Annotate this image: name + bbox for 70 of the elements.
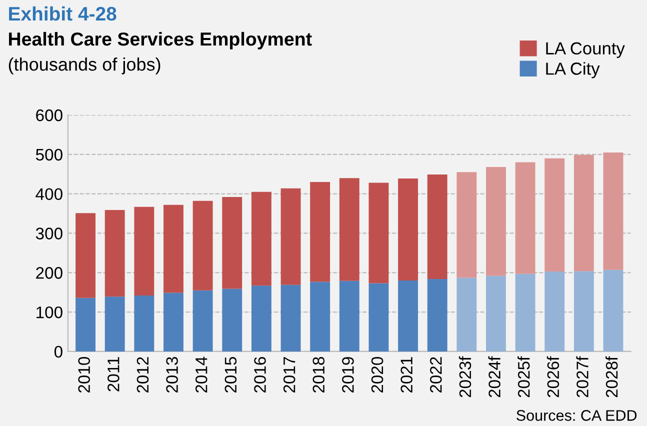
- y-tick-label: 500: [36, 148, 62, 161]
- source-note: Sources: CA EDD: [516, 410, 637, 421]
- x-tick-label: 2018: [312, 357, 325, 393]
- x-tick-label: 2022: [430, 357, 442, 393]
- text: (thousands of jobs): [8, 58, 160, 74]
- bar: [164, 204, 184, 293]
- bar: [486, 276, 506, 352]
- bar: [574, 154, 594, 272]
- y-tick-label: 300: [36, 228, 62, 240]
- bar: [134, 206, 154, 296]
- x-tick-label: 2026f: [546, 356, 560, 398]
- bar: [515, 162, 536, 274]
- x-tick-label: 2020: [371, 356, 384, 393]
- legend-label: LA County: [546, 42, 625, 58]
- bar: [251, 286, 272, 352]
- bar: [164, 292, 184, 352]
- x-tick-label: 2012: [136, 357, 149, 393]
- x-tick-label: 2013: [166, 357, 178, 393]
- bar: [456, 172, 477, 278]
- bar: [104, 210, 125, 297]
- bar: [251, 192, 272, 286]
- x-tick-label: 2025f: [518, 356, 530, 398]
- bar: [134, 295, 154, 352]
- bar: [456, 278, 477, 352]
- bar: [603, 270, 624, 352]
- x-tick-label: 2021: [400, 357, 412, 393]
- x-tick-label: 2015: [224, 357, 237, 393]
- bar: [515, 274, 536, 352]
- bar: [398, 280, 418, 352]
- bar: [398, 178, 418, 281]
- bar: [280, 284, 301, 352]
- y-tick-label: 600: [36, 109, 62, 122]
- x-tick-label: 2016: [254, 357, 266, 393]
- bar: [310, 182, 330, 282]
- bar: [280, 188, 301, 285]
- bar: [104, 296, 125, 352]
- y-tick-label: 100: [36, 306, 62, 318]
- bar: [76, 298, 96, 352]
- bar: [339, 280, 360, 352]
- bar: [310, 282, 330, 352]
- chart-subtitle: Health Care Services Employment: [9, 32, 312, 50]
- bar: [222, 196, 242, 289]
- x-tick-label: 2019: [342, 357, 354, 393]
- bar: [192, 290, 213, 352]
- y-tick-label: 400: [36, 188, 62, 200]
- bar: [574, 271, 594, 352]
- y-tick-label: 200: [36, 267, 62, 279]
- x-tick-label: 2010: [78, 356, 90, 393]
- bar: [486, 167, 506, 276]
- bar: [427, 278, 448, 352]
- legend-label: LA City: [546, 62, 600, 78]
- bar: [76, 213, 96, 298]
- x-tick-label: 2017: [283, 357, 296, 393]
- bar: [603, 152, 624, 270]
- x-tick-label: 2011: [108, 357, 120, 392]
- y-tick-label: 0: [54, 346, 62, 358]
- bar: [192, 200, 213, 290]
- x-tick-label: 2024f: [488, 356, 500, 398]
- bar: [222, 288, 242, 352]
- bar: [544, 158, 565, 272]
- bar: [544, 271, 565, 352]
- x-tick-label: 2023f: [458, 356, 472, 398]
- x-tick-label: 2027f: [576, 356, 588, 398]
- bar: [368, 182, 389, 284]
- x-tick-label: 2014: [195, 356, 208, 393]
- bar: [427, 174, 448, 279]
- bar: [339, 178, 360, 281]
- x-tick-label: 2028f: [605, 356, 618, 398]
- bar: [368, 283, 389, 352]
- chart-title: Exhibit 4-28: [9, 6, 116, 21]
